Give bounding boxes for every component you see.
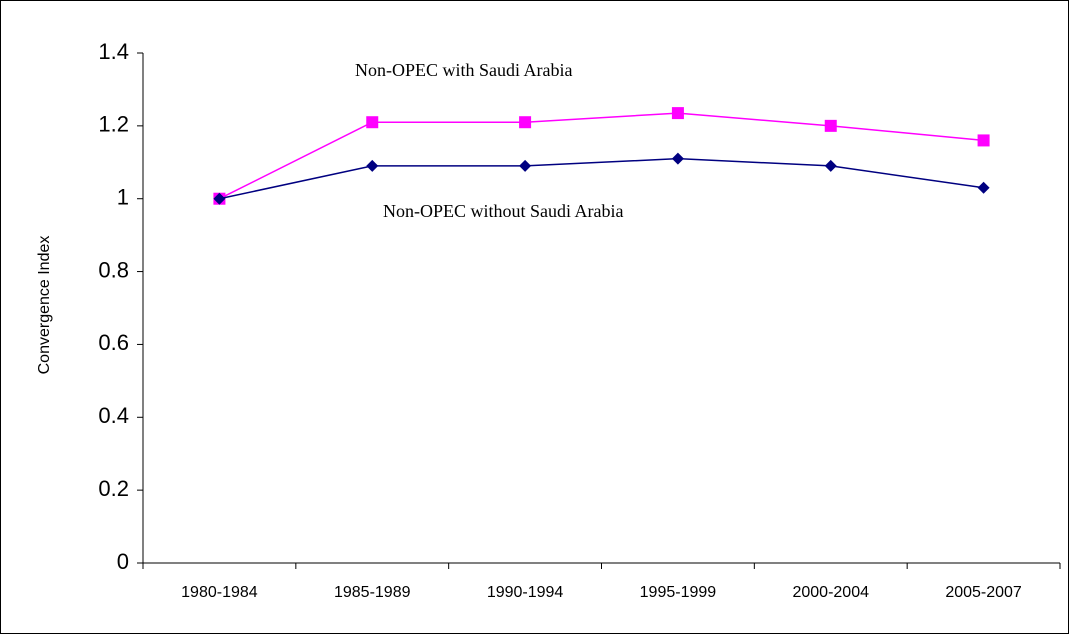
x-tick-label: 1990-1994: [487, 584, 564, 601]
marker: [519, 159, 532, 172]
y-tick-label: 1.2: [98, 112, 129, 137]
series-annotation: Non-OPEC without Saudi Arabia: [383, 201, 624, 221]
y-tick-label: 0.4: [98, 403, 129, 428]
marker: [671, 152, 684, 165]
marker: [824, 119, 837, 132]
x-tick-label: 1985-1989: [334, 584, 411, 601]
marker: [671, 107, 684, 120]
x-tick-label: 1995-1999: [640, 584, 717, 601]
marker: [977, 181, 990, 194]
series-line: [219, 157, 984, 200]
y-tick-label: 0: [117, 549, 129, 574]
y-tick-label: 1: [117, 185, 129, 210]
x-tick-label: 2005-2007: [945, 584, 1022, 601]
y-tick-label: 0.6: [98, 330, 129, 355]
x-tick-label: 1980-1984: [181, 584, 258, 601]
series-line: [219, 112, 984, 200]
marker: [519, 116, 532, 129]
y-axis-title: Convergence Index: [36, 236, 53, 375]
y-tick-label: 1.4: [98, 39, 129, 64]
y-tick-label: 0.8: [98, 257, 129, 282]
marker: [366, 116, 379, 129]
marker: [977, 134, 990, 147]
series-annotation: Non-OPEC with Saudi Arabia: [355, 60, 573, 80]
marker: [366, 159, 379, 172]
marker: [824, 159, 837, 172]
x-tick-label: 2000-2004: [792, 584, 869, 601]
marker: [213, 192, 226, 205]
y-tick-label: 0.2: [98, 476, 129, 501]
